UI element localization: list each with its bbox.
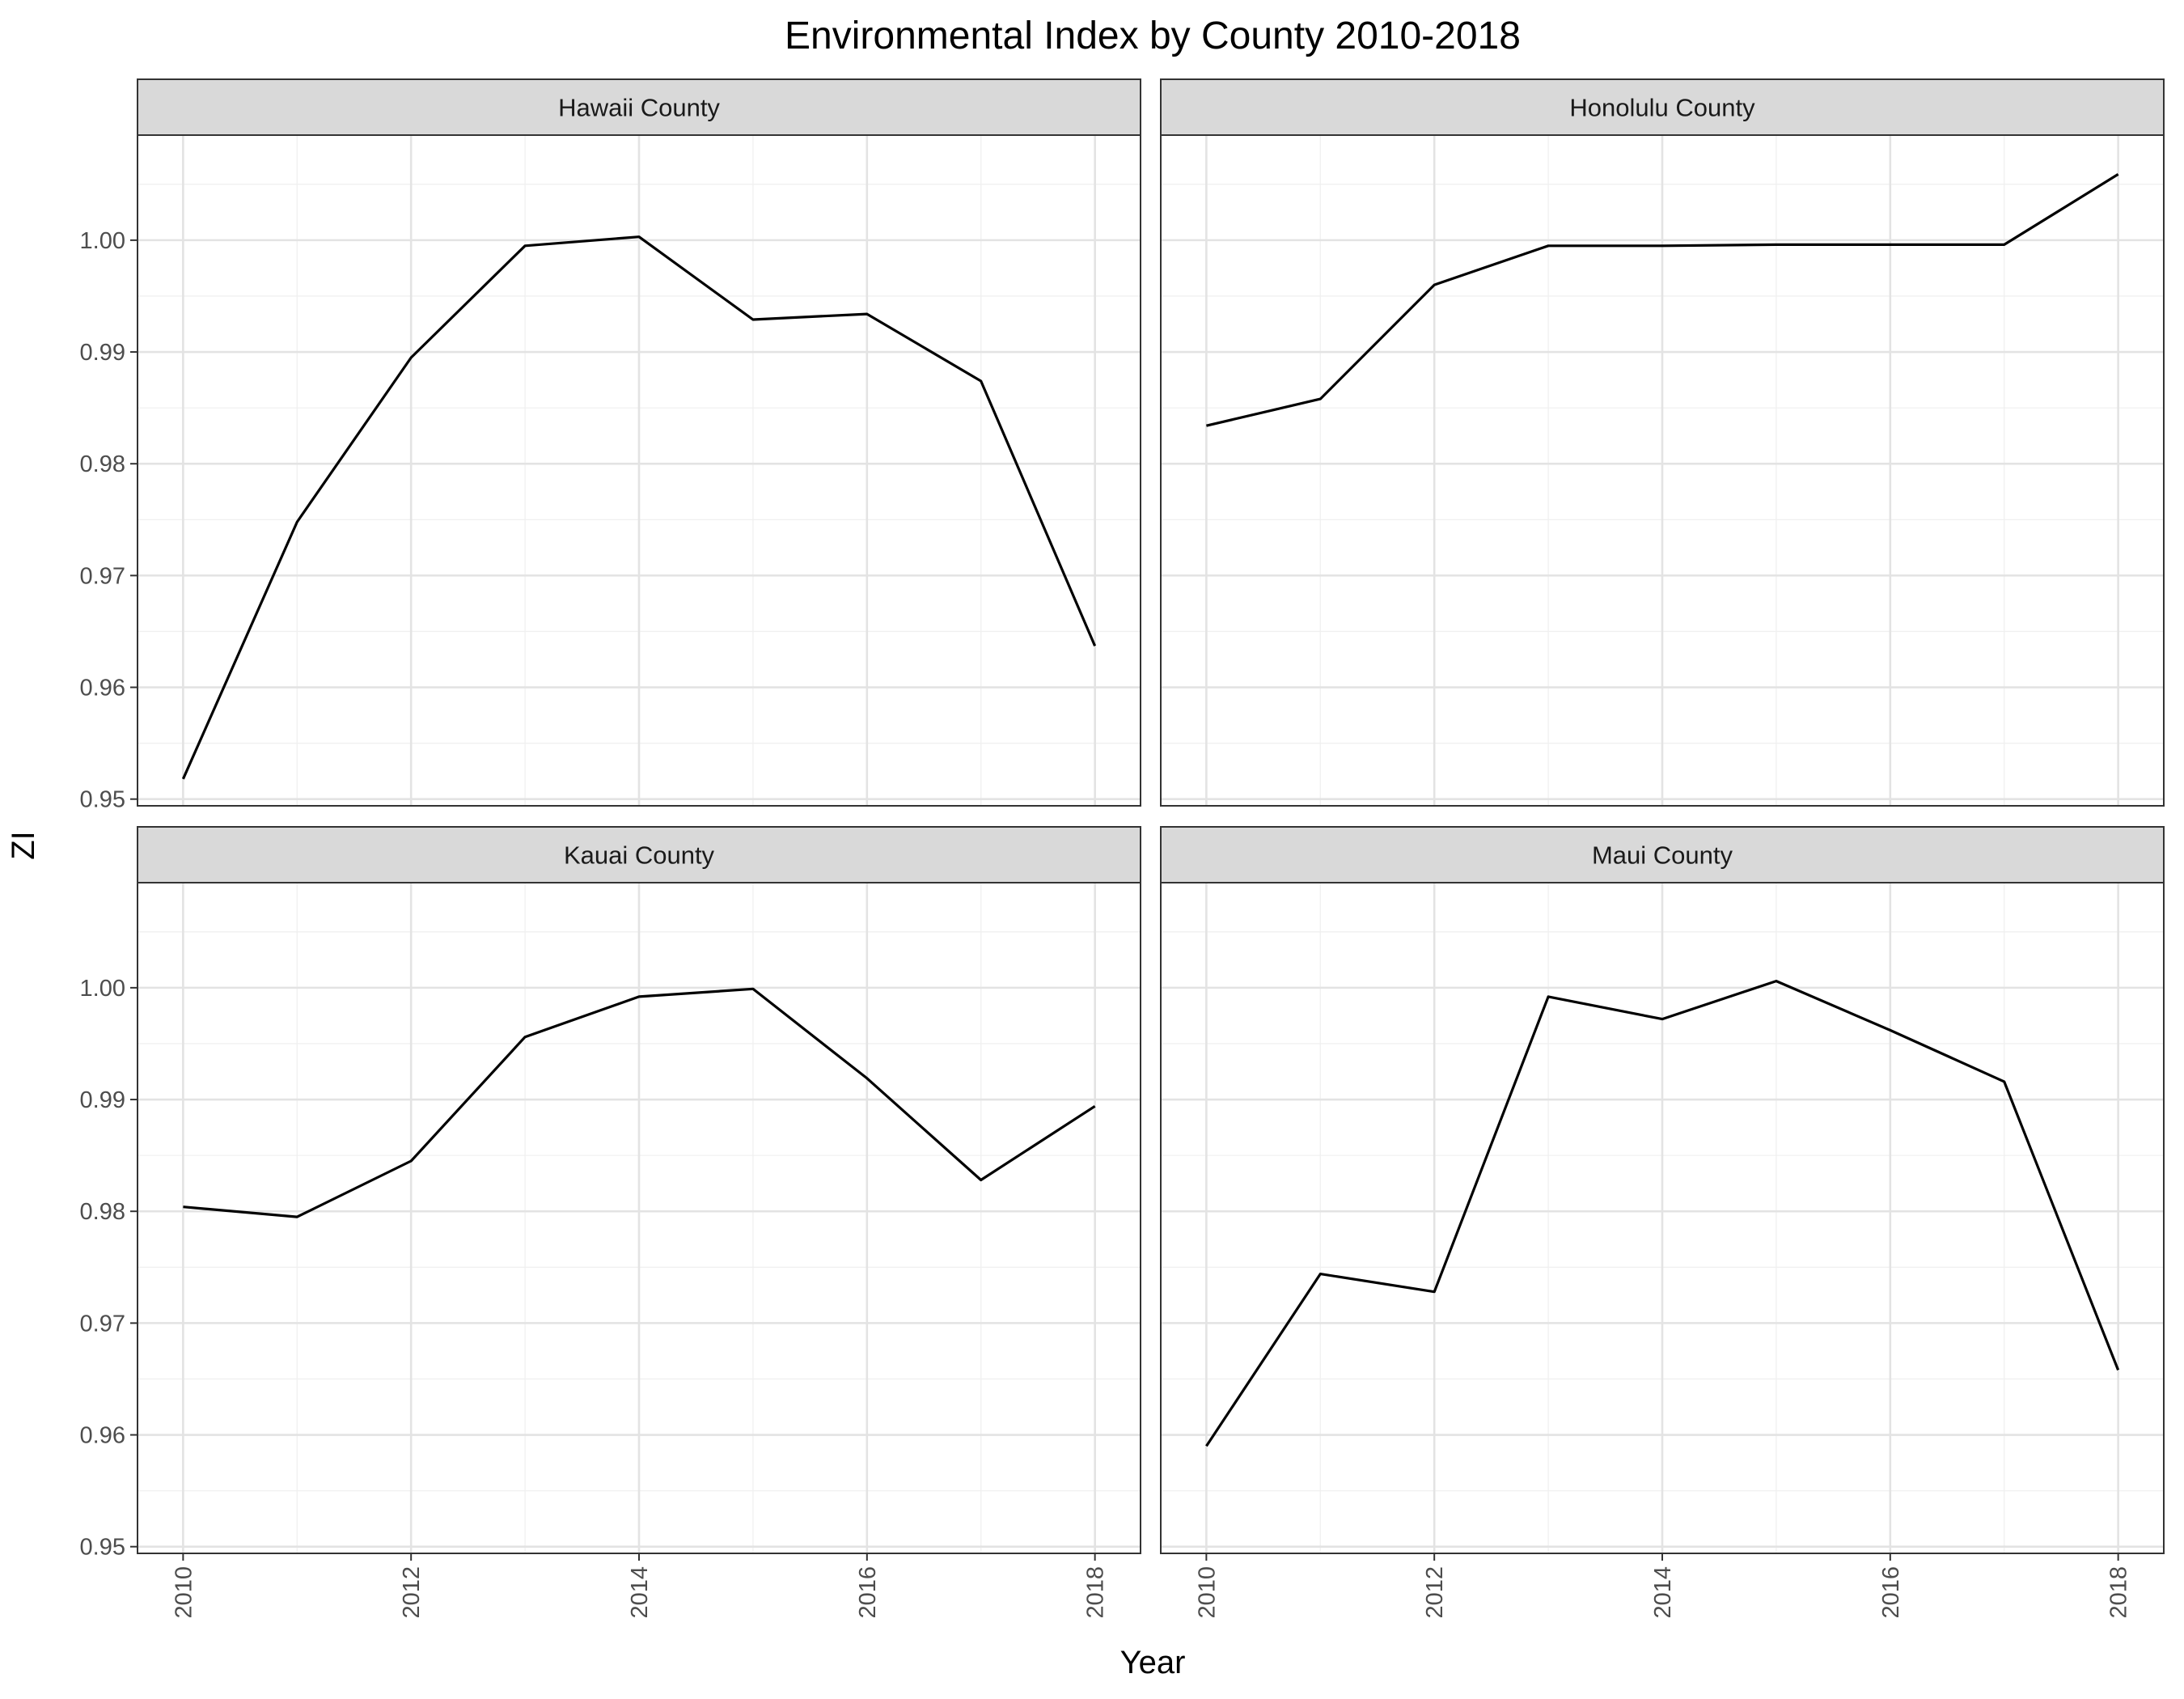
x-axis-title: Year [1120,1645,1186,1680]
x-tick-label: 2012 [399,1566,425,1619]
x-tick-label: 2018 [2106,1566,2132,1619]
facet-panel: Kauai County 0.95 0.96 0.97 0.98 0.99 1.00 2010… [80,826,1141,1619]
y-tick-label: 0.95 [80,1535,125,1561]
facet-strip-label: Maui County [1592,841,1733,870]
x-tick-label: 2014 [627,1566,653,1619]
facet-strip [137,826,1141,883]
x-tick-label: 2014 [1650,1566,1676,1619]
y-tick-label: 1.00 [80,976,125,1002]
facet-strip-label: Hawaii County [558,94,720,122]
facet-panel: Hawaii County 0.95 0.96 0.97 0.98 0.99 1.00 [80,78,1141,813]
facet-panel: Honolulu County [1160,78,2165,807]
y-tick-label: 0.97 [80,1311,125,1337]
chart-title: Environmental Index by County 2010-2018 [785,15,1521,57]
facet-strip [1160,826,2165,883]
facet-strip [137,78,1141,136]
x-tick-label: 2010 [171,1566,197,1619]
facet-strip-label: Honolulu County [1569,94,1755,122]
x-tick-label: 2016 [855,1566,881,1619]
facet-strip [1160,78,2165,136]
facet-strip-label: Kauai County [564,841,715,870]
y-tick-label: 0.99 [80,340,125,366]
y-tick-label: 0.96 [80,1423,125,1449]
x-tick-label: 2018 [1083,1566,1109,1619]
x-tick-label: 2012 [1422,1566,1448,1619]
y-tick-label: 1.00 [80,228,125,254]
x-tick-label: 2010 [1194,1566,1220,1619]
x-tick-label: 2016 [1878,1566,1904,1619]
y-tick-label: 0.97 [80,563,125,589]
y-tick-label: 0.99 [80,1087,125,1113]
series-line [1206,173,2119,427]
y-tick-label: 0.95 [80,787,125,813]
series-line [181,235,1097,780]
y-tick-label: 0.96 [80,676,125,701]
series-line [183,987,1096,1218]
y-tick-label: 0.98 [80,1199,125,1225]
y-tick-label: 0.98 [80,451,125,477]
series-line [1205,979,2120,1447]
facet-panels: Hawaii County 0.95 0.96 0.97 0.98 0.99 1.00 Hon… [80,78,2165,1619]
y-axis-title: ZI [6,831,41,860]
facet-panel: Maui County 2010 2012 2014 2016 2018 [1160,826,2165,1619]
